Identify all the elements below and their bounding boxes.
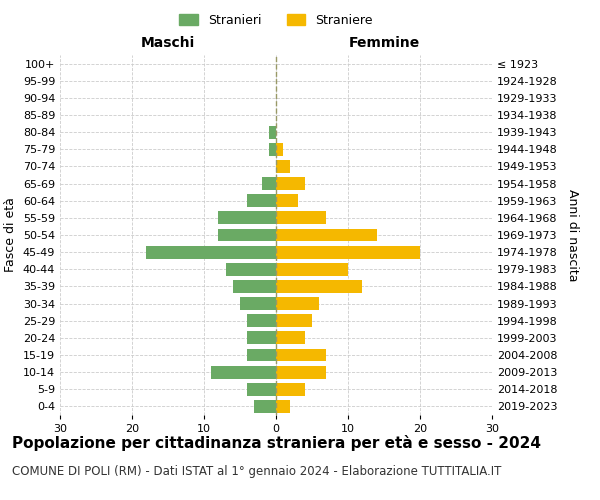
- Bar: [276, 212, 326, 224]
- Bar: [218, 228, 276, 241]
- Bar: [276, 160, 290, 173]
- Bar: [276, 194, 298, 207]
- Bar: [276, 177, 305, 190]
- Bar: [146, 246, 276, 258]
- Bar: [276, 348, 326, 362]
- Y-axis label: Fasce di età: Fasce di età: [4, 198, 17, 272]
- Text: COMUNE DI POLI (RM) - Dati ISTAT al 1° gennaio 2024 - Elaborazione TUTTITALIA.IT: COMUNE DI POLI (RM) - Dati ISTAT al 1° g…: [12, 465, 502, 478]
- Bar: [247, 383, 276, 396]
- Bar: [276, 400, 290, 413]
- Bar: [276, 246, 420, 258]
- Bar: [218, 212, 276, 224]
- Bar: [240, 297, 276, 310]
- Bar: [247, 348, 276, 362]
- Bar: [226, 263, 276, 276]
- Bar: [276, 332, 305, 344]
- Text: Popolazione per cittadinanza straniera per età e sesso - 2024: Popolazione per cittadinanza straniera p…: [12, 435, 541, 451]
- Bar: [276, 314, 312, 327]
- Bar: [276, 297, 319, 310]
- Bar: [262, 177, 276, 190]
- Legend: Stranieri, Straniere: Stranieri, Straniere: [174, 8, 378, 32]
- Bar: [254, 400, 276, 413]
- Bar: [276, 383, 305, 396]
- Bar: [247, 332, 276, 344]
- Bar: [233, 280, 276, 293]
- Bar: [211, 366, 276, 378]
- Bar: [276, 263, 348, 276]
- Bar: [247, 314, 276, 327]
- Y-axis label: Anni di nascita: Anni di nascita: [566, 188, 579, 281]
- Bar: [269, 126, 276, 138]
- Bar: [276, 143, 283, 156]
- Bar: [269, 143, 276, 156]
- Bar: [276, 366, 326, 378]
- Bar: [276, 280, 362, 293]
- Bar: [276, 228, 377, 241]
- Bar: [247, 194, 276, 207]
